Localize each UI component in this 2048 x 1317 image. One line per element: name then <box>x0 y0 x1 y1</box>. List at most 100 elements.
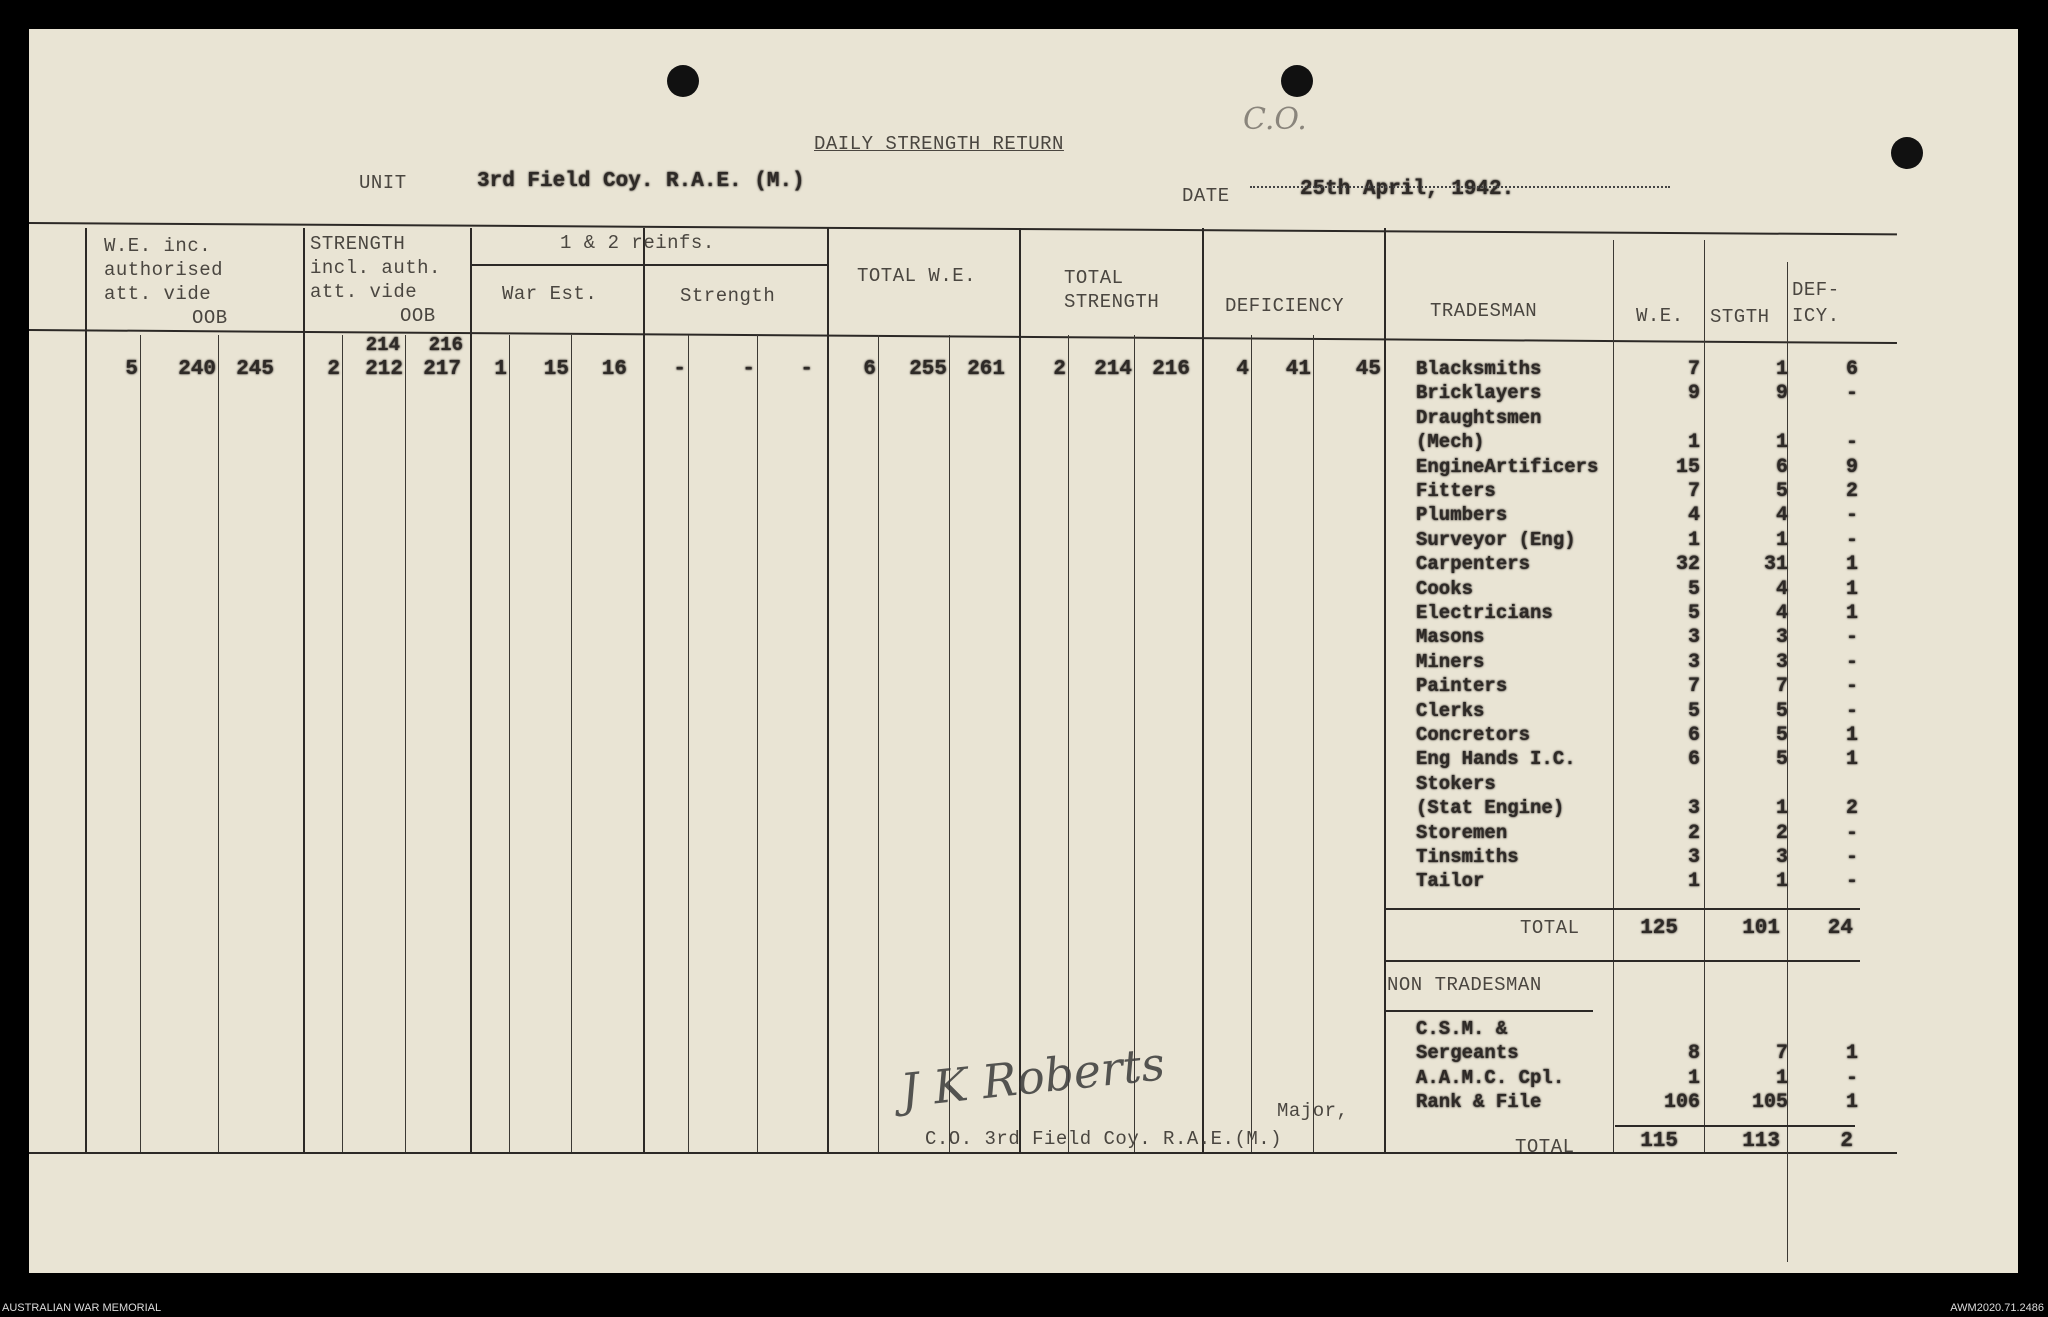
col-header-strength: STRENGTH incl. auth. att. vide OOB <box>310 233 441 327</box>
non-tradesman-we: 1 <box>1687 1066 1700 1090</box>
summary-total-we-value: 6 <box>863 358 876 381</box>
tradesman-name: Storemen <box>1416 821 1508 844</box>
non-tradesman-stgth: 1 <box>1775 1066 1788 1090</box>
summary-deficiency-value: 45 <box>1355 358 1381 381</box>
unit-label: UNIT <box>359 172 407 194</box>
column-divider <box>85 228 87 1152</box>
column-divider <box>643 228 645 1152</box>
non-tradesmen-total-label: TOTAL <box>1515 1136 1575 1158</box>
tradesman-def: 1 <box>1845 577 1858 601</box>
sub-column-divider <box>1134 335 1136 1152</box>
tradesman-def: - <box>1845 650 1858 674</box>
tradesman-name: Cooks <box>1416 577 1474 600</box>
summary-reinf-strength-value: - <box>742 358 755 381</box>
tradesman-def: - <box>1845 821 1858 845</box>
tradesman-def: - <box>1845 528 1858 552</box>
tradesman-stgth: 5 <box>1775 699 1788 723</box>
non-tradesman-def: 1 <box>1845 1091 1858 1115</box>
sub-column-divider <box>509 335 511 1152</box>
tradesman-we: 2 <box>1687 821 1700 845</box>
tradesman-stgth: 4 <box>1775 577 1788 601</box>
tradesman-stgth: 1 <box>1775 797 1788 821</box>
col-header-reinfs: 1 & 2 reinfs. <box>560 232 715 254</box>
sub-column-divider <box>571 335 573 1152</box>
non-tradesman-def: 1 <box>1845 1042 1858 1066</box>
tradesman-def: 2 <box>1845 797 1858 821</box>
date-label: DATE <box>1182 185 1230 207</box>
column-divider <box>1384 228 1386 1152</box>
tradesman-name: Masons <box>1416 626 1485 649</box>
tradesman-we: 4 <box>1687 504 1700 528</box>
tradesmen-total-stgth: 101 <box>1742 917 1780 940</box>
non-tradesmen-total-def: 2 <box>1840 1130 1853 1153</box>
summary-total-strength-value: 216 <box>1152 358 1190 381</box>
summary-war-est-value: 1 <box>494 358 507 381</box>
tradesman-stgth: 3 <box>1775 626 1788 650</box>
summary-war-est-value: 16 <box>601 358 627 381</box>
tradesman-stgth: 3 <box>1775 846 1788 869</box>
tradesman-stgth: 5 <box>1775 748 1788 772</box>
tradesman-we: 6 <box>1687 748 1700 772</box>
col-header-t-stgth: STGTH <box>1710 306 1770 328</box>
tradesman-column-divider <box>1787 262 1789 1262</box>
tradesman-stgth: 5 <box>1775 724 1788 747</box>
tradesman-we: 7 <box>1687 358 1700 381</box>
date-value: 25th April, 1942. <box>1300 178 1515 201</box>
col-header-war-est: War Est. <box>502 283 598 305</box>
footer-right: AWM2020.71.2486 <box>1950 1302 2044 1314</box>
non-tradesman-label: NON TRADESMAN <box>1387 974 1542 996</box>
col-header-total-we: TOTAL W.E. <box>857 265 977 287</box>
tradesman-name: Draughtsmen <box>1416 406 1542 429</box>
summary-deficiency-value: 41 <box>1285 358 1311 381</box>
tradesman-def: - <box>1845 870 1858 894</box>
summary-strength-value: 2 <box>327 358 340 381</box>
summary-war-est-value: 15 <box>543 358 569 381</box>
sub-column-divider <box>342 335 344 1152</box>
tradesman-stgth: 31 <box>1763 553 1788 577</box>
tradesman-we: 5 <box>1687 699 1700 723</box>
tradesman-name: (Mech) <box>1416 431 1485 454</box>
sub-column-divider <box>405 335 407 1152</box>
tradesman-we: 7 <box>1687 675 1700 699</box>
tradesman-def: 1 <box>1845 724 1858 747</box>
non-tradesman-we: 106 <box>1663 1091 1700 1115</box>
tradesman-we: 9 <box>1687 382 1700 406</box>
tradesman-column-divider <box>1704 240 1706 1152</box>
tradesman-we: 1 <box>1687 528 1700 552</box>
tradesman-name: Stokers <box>1416 772 1496 795</box>
tradesman-name: Fitters <box>1416 480 1496 502</box>
reinfs-divider <box>470 264 827 266</box>
sub-column-divider <box>688 335 690 1152</box>
summary-we-value: 240 <box>178 358 216 381</box>
non-tradesmen-total-stgth: 113 <box>1742 1130 1780 1153</box>
non-tradesmen-total-we: 115 <box>1640 1130 1678 1153</box>
tradesman-column-divider <box>1613 240 1615 1152</box>
tradesman-def: 1 <box>1845 748 1858 772</box>
non-tradesman-name: Sergeants <box>1416 1042 1519 1065</box>
tradesman-name: Tailor <box>1416 870 1485 893</box>
tradesman-stgth: 1 <box>1775 528 1788 552</box>
summary-we-value: 5 <box>125 358 138 381</box>
non-tradesman-def: - <box>1845 1066 1858 1090</box>
tradesman-name: Bricklayers <box>1416 382 1542 405</box>
tradesman-we: 3 <box>1687 846 1700 869</box>
tradesman-def: 9 <box>1845 455 1858 479</box>
col-header-t-we: W.E. <box>1636 305 1684 327</box>
tradesman-we: 3 <box>1687 797 1700 821</box>
tradesman-we: 3 <box>1687 650 1700 674</box>
tradesman-def: 1 <box>1845 602 1858 625</box>
tradesman-name: Blacksmiths <box>1416 358 1542 380</box>
tradesman-we: 5 <box>1687 602 1700 625</box>
non-tradesman-line <box>1385 1010 1593 1012</box>
tradesman-name: EngineArtificers <box>1416 455 1599 478</box>
tradesman-we: 15 <box>1675 455 1700 479</box>
tradesman-stgth: 1 <box>1775 431 1788 455</box>
sub-column-divider <box>1068 335 1070 1152</box>
column-divider <box>827 228 829 1152</box>
summary-total-strength-value: 214 <box>1094 358 1132 381</box>
tradesman-def: 2 <box>1845 480 1858 503</box>
sub-column-divider <box>1251 335 1253 1152</box>
document-page <box>29 29 2018 1273</box>
tradesman-name: Tinsmiths <box>1416 846 1519 868</box>
tradesman-we: 7 <box>1687 480 1700 503</box>
